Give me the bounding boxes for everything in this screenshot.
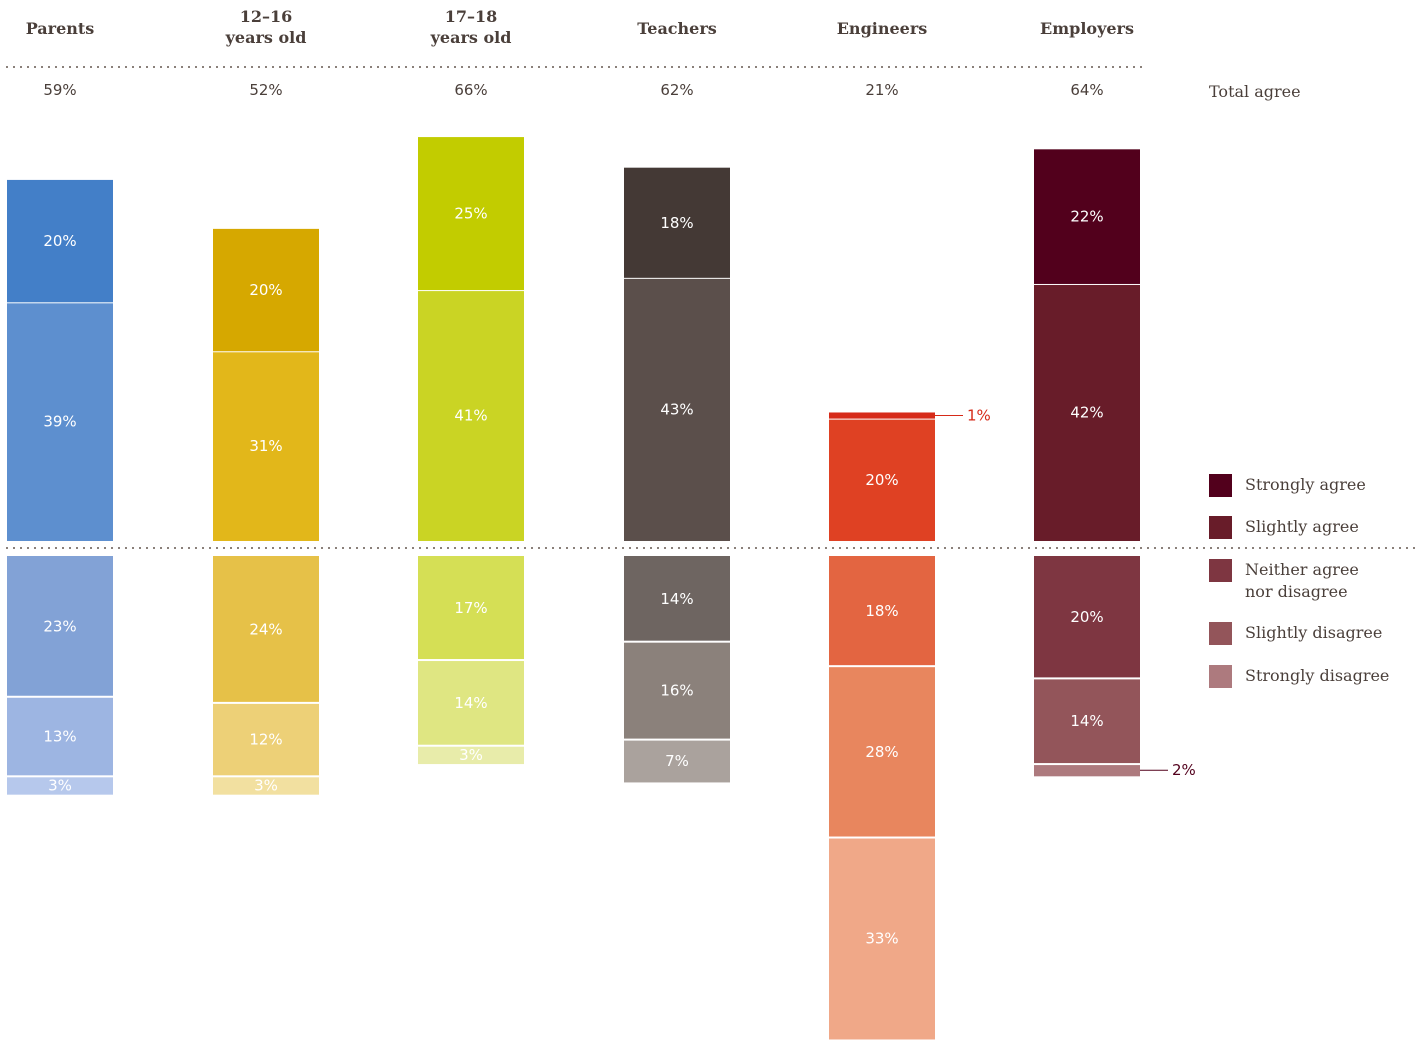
total-agree-2: 66% xyxy=(454,81,487,99)
bar-label-3-1: 43% xyxy=(660,400,693,418)
total-agree-1: 52% xyxy=(249,81,282,99)
group-header-4: Engineers xyxy=(837,19,928,38)
bar-0-2 xyxy=(7,556,113,697)
callout-label-1: 2% xyxy=(1172,761,1196,779)
total-agree-4: 21% xyxy=(865,81,898,99)
bar-gap-5-4 xyxy=(1034,763,1140,766)
group-header-3: Teachers xyxy=(637,19,717,38)
bar-gap-5-3 xyxy=(1034,677,1140,680)
legend-swatch-4 xyxy=(1209,665,1232,688)
bar-gap-3-4 xyxy=(624,738,730,741)
bar-gap-2-4 xyxy=(418,744,524,747)
group-header-1: years old xyxy=(225,28,307,47)
bar-label-1-0: 20% xyxy=(249,281,282,299)
bar-gap-4-4 xyxy=(829,836,935,839)
bar-label-4-1: 20% xyxy=(865,471,898,489)
total-agree-label: Total agree xyxy=(1209,82,1301,101)
bar-5-2 xyxy=(1034,556,1140,679)
bar-2-3 xyxy=(418,660,524,746)
bar-gap-0-3 xyxy=(7,695,113,698)
bar-2-1 xyxy=(418,290,524,541)
bar-label-1-3: 12% xyxy=(249,731,282,749)
total-agree-3: 62% xyxy=(660,81,693,99)
bar-label-2-4: 3% xyxy=(459,746,483,764)
bar-2-0 xyxy=(418,137,524,291)
bar-label-2-0: 25% xyxy=(454,205,487,223)
bar-0-4 xyxy=(7,776,113,795)
total-agree-0: 59% xyxy=(43,81,76,99)
bar-label-1-4: 3% xyxy=(254,777,278,795)
legend-label-3: Slightly disagree xyxy=(1245,623,1382,642)
group-header-0: Parents xyxy=(26,19,95,38)
bar-gap-3-3 xyxy=(624,640,730,643)
bar-3-4 xyxy=(624,739,730,783)
bar-5-0 xyxy=(1034,149,1140,284)
bar-1-1 xyxy=(213,351,319,541)
group-header-2: years old xyxy=(430,28,512,47)
legend-label-0: Strongly agree xyxy=(1245,475,1366,494)
bar-3-1 xyxy=(624,277,730,541)
bar-4-3 xyxy=(829,666,935,838)
group-header-1: 12–16 xyxy=(240,7,293,26)
bar-label-5-3: 14% xyxy=(1070,712,1103,730)
bar-gap-1-4 xyxy=(213,775,319,778)
bar-label-0-0: 20% xyxy=(43,232,76,250)
bar-label-0-4: 3% xyxy=(48,777,72,795)
bar-5-1 xyxy=(1034,283,1140,541)
legend-label-4: Strongly disagree xyxy=(1245,666,1389,685)
bar-label-5-1: 42% xyxy=(1070,403,1103,421)
bar-label-0-2: 23% xyxy=(43,617,76,635)
bar-label-1-1: 31% xyxy=(249,437,282,455)
bar-1-2 xyxy=(213,556,319,703)
bar-gap-0-4 xyxy=(7,775,113,778)
callout-label-0: 1% xyxy=(967,407,991,425)
bar-4-2 xyxy=(829,556,935,667)
bar-label-5-2: 20% xyxy=(1070,608,1103,626)
bar-5-3 xyxy=(1034,678,1140,765)
bar-1-4 xyxy=(213,776,319,795)
bar-3-2 xyxy=(624,556,730,642)
bar-label-0-3: 13% xyxy=(43,728,76,746)
legend-label-2: nor disagree xyxy=(1245,582,1348,601)
bar-label-4-2: 18% xyxy=(865,602,898,620)
bar-label-1-2: 24% xyxy=(249,620,282,638)
bar-0-1 xyxy=(7,302,113,541)
bar-label-2-2: 17% xyxy=(454,599,487,617)
bar-label-2-1: 41% xyxy=(454,407,487,425)
bar-label-3-3: 16% xyxy=(660,682,693,700)
total-agree-5: 64% xyxy=(1070,81,1103,99)
bar-0-0 xyxy=(7,179,113,303)
legend-swatch-3 xyxy=(1209,622,1232,645)
bar-label-4-4: 33% xyxy=(865,930,898,948)
bar-5-4 xyxy=(1034,764,1140,777)
bar-1-0 xyxy=(213,228,319,352)
bar-gap-4-3 xyxy=(829,665,935,668)
bar-label-3-4: 7% xyxy=(665,752,689,770)
bar-gap-1-3 xyxy=(213,701,319,704)
legend-swatch-2 xyxy=(1209,559,1232,582)
bar-3-0 xyxy=(624,167,730,278)
bar-4-0 xyxy=(829,412,935,419)
bar-4-1 xyxy=(829,418,935,541)
legend-label-1: Slightly agree xyxy=(1245,517,1359,536)
bar-3-3 xyxy=(624,641,730,740)
bar-label-3-2: 14% xyxy=(660,590,693,608)
bar-2-2 xyxy=(418,556,524,661)
bar-1-3 xyxy=(213,702,319,777)
bar-label-0-1: 39% xyxy=(43,413,76,431)
bar-4-4 xyxy=(829,837,935,1040)
bar-gap-2-3 xyxy=(418,659,524,662)
group-header-5: Employers xyxy=(1040,19,1134,38)
bar-label-5-0: 22% xyxy=(1070,208,1103,226)
bar-label-4-3: 28% xyxy=(865,743,898,761)
bar-label-3-0: 18% xyxy=(660,214,693,232)
bar-0-3 xyxy=(7,696,113,777)
legend-label-2: Neither agree xyxy=(1245,560,1359,579)
legend-swatch-0 xyxy=(1209,474,1232,497)
bar-2-4 xyxy=(418,745,524,765)
bar-label-2-3: 14% xyxy=(454,694,487,712)
legend-swatch-1 xyxy=(1209,516,1232,539)
group-header-2: 17–18 xyxy=(445,7,498,26)
